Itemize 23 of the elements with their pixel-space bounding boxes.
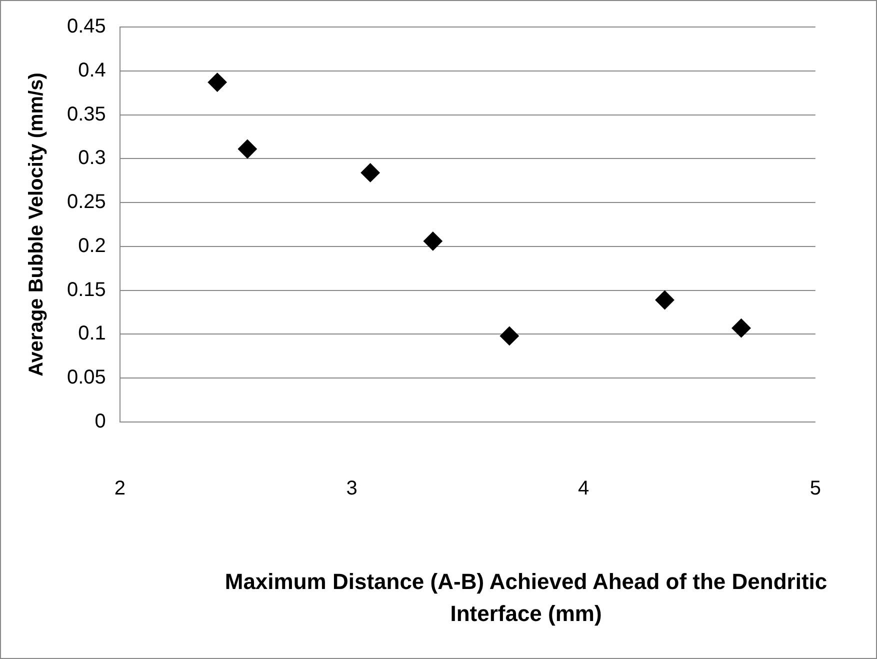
point <box>500 326 519 346</box>
point <box>238 140 257 159</box>
point <box>655 290 674 310</box>
point <box>208 72 227 92</box>
y-tick-label: 0.45 <box>66 16 106 38</box>
y-tick-label: 0 <box>94 410 106 433</box>
y-tick-label: 0.25 <box>66 191 106 214</box>
x-tick-label: 3 <box>346 478 358 500</box>
x-tick-label: 4 <box>578 478 590 500</box>
y-tick-label: 0.4 <box>78 59 106 82</box>
point <box>360 163 380 182</box>
x-tick-label: 2 <box>114 478 126 500</box>
point <box>423 232 442 251</box>
y-tick-label: 0.05 <box>66 366 106 389</box>
y-tick-label: 0.1 <box>78 322 106 345</box>
y-axis-title: Average Bubble Velocity (mm/s) <box>26 72 48 376</box>
x-tick-label: 5 <box>810 478 821 500</box>
y-tick-label: 0.2 <box>78 234 106 257</box>
y-tick-label: 0.15 <box>66 278 106 301</box>
x-axis-title: Maximum Distance (A-B) Achieved Ahead of the Dendritic Interface (mm) <box>224 568 828 628</box>
y-tick-label: 0.3 <box>78 147 106 170</box>
y-tick-label: 0.35 <box>66 103 106 126</box>
point <box>732 318 751 338</box>
